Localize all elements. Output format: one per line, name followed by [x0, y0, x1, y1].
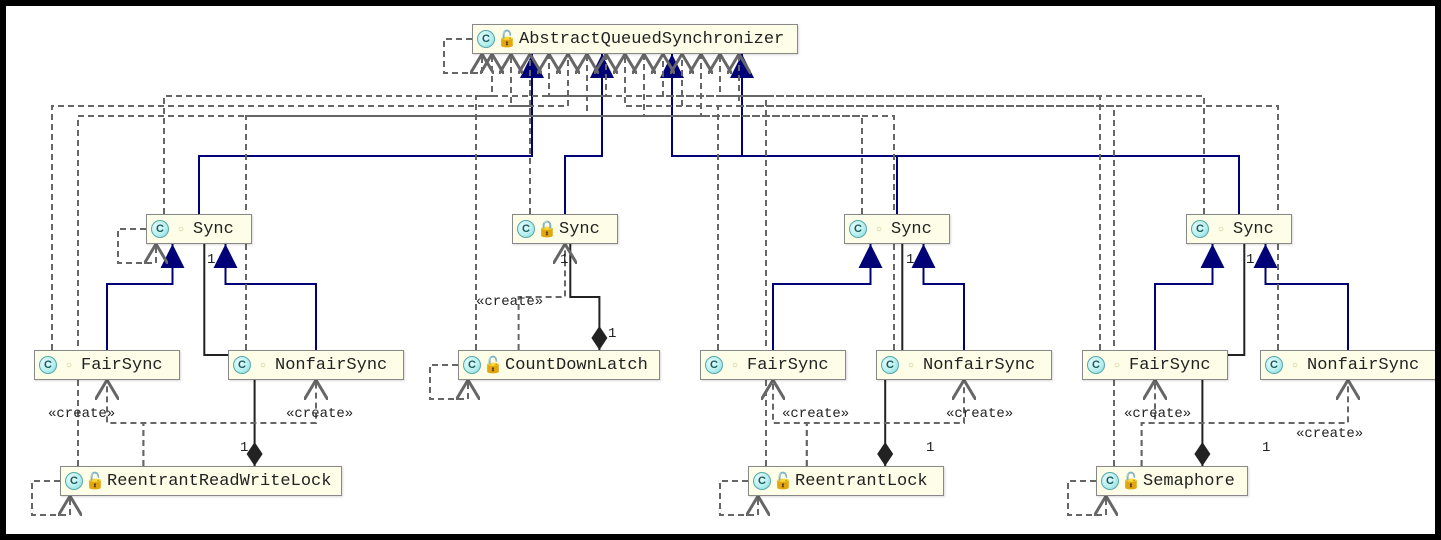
- class-label: Sync: [193, 220, 234, 239]
- class-node-sync4[interactable]: C ○ Sync: [1186, 214, 1292, 244]
- class-icon: C: [65, 472, 83, 490]
- public-icon: 🔓: [487, 355, 499, 375]
- public-icon: 🔓: [501, 29, 513, 49]
- class-icon: C: [1101, 472, 1119, 490]
- create-label: «create»: [1296, 426, 1363, 442]
- class-node-aqs[interactable]: C 🔓 AbstractQueuedSynchronizer: [472, 24, 798, 54]
- class-node-sem[interactable]: C 🔓 Semaphore: [1096, 466, 1248, 496]
- class-node-fair3[interactable]: C ○ FairSync: [700, 350, 846, 380]
- package-icon: ○: [63, 360, 75, 371]
- class-label: NonfairSync: [923, 356, 1035, 375]
- create-label: «create»: [1124, 406, 1191, 422]
- diagram-canvas: C 🔓 AbstractQueuedSynchronizer C ○ Sync C 🔒 Sync…: [0, 0, 1441, 540]
- class-icon: C: [463, 356, 481, 374]
- class-node-sync3[interactable]: C ○ Sync: [844, 214, 950, 244]
- class-icon: C: [1191, 220, 1209, 238]
- class-icon: C: [881, 356, 899, 374]
- class-node-fair4[interactable]: C ○ FairSync: [1082, 350, 1228, 380]
- private-icon: 🔒: [541, 219, 553, 239]
- create-label: «create»: [476, 294, 543, 310]
- create-label: «create»: [286, 406, 353, 422]
- class-icon: C: [705, 356, 723, 374]
- package-icon: ○: [175, 224, 187, 235]
- multiplicity-label: 1: [240, 440, 248, 456]
- class-icon: C: [849, 220, 867, 238]
- create-label: «create»: [48, 406, 115, 422]
- class-label: Semaphore: [1143, 472, 1235, 491]
- class-label: AbstractQueuedSynchronizer: [519, 30, 784, 49]
- package-icon: ○: [873, 224, 885, 235]
- class-label: FairSync: [747, 356, 829, 375]
- class-label: ReentrantReadWriteLock: [107, 472, 331, 491]
- class-icon: C: [233, 356, 251, 374]
- class-icon: C: [477, 30, 495, 48]
- create-label: «create»: [782, 406, 849, 422]
- class-icon: C: [1087, 356, 1105, 374]
- class-label: ReentrantLock: [795, 472, 928, 491]
- package-icon: ○: [905, 360, 917, 371]
- class-icon: C: [1265, 356, 1283, 374]
- class-label: Sync: [891, 220, 932, 239]
- class-label: FairSync: [1129, 356, 1211, 375]
- class-icon: C: [39, 356, 57, 374]
- class-node-rl[interactable]: C 🔓 ReentrantLock: [748, 466, 944, 496]
- class-label: CountDownLatch: [505, 356, 648, 375]
- package-icon: ○: [1215, 224, 1227, 235]
- package-icon: ○: [729, 360, 741, 371]
- multiplicity-label: 1: [1246, 252, 1254, 268]
- multiplicity-label: 1: [560, 252, 568, 268]
- class-label: Sync: [559, 220, 600, 239]
- package-icon: ○: [1111, 360, 1123, 371]
- multiplicity-label: 1: [207, 252, 215, 268]
- class-node-sync1[interactable]: C ○ Sync: [146, 214, 252, 244]
- multiplicity-label: 1: [1262, 440, 1270, 456]
- class-label: Sync: [1233, 220, 1274, 239]
- class-node-fair1[interactable]: C ○ FairSync: [34, 350, 180, 380]
- public-icon: 🔓: [777, 471, 789, 491]
- class-label: NonfairSync: [275, 356, 387, 375]
- multiplicity-label: 1: [608, 326, 616, 342]
- class-label: FairSync: [81, 356, 163, 375]
- class-node-nonfair1[interactable]: C ○ NonfairSync: [228, 350, 404, 380]
- class-node-nonfair3[interactable]: C ○ NonfairSync: [876, 350, 1052, 380]
- public-icon: 🔓: [89, 471, 101, 491]
- class-node-cdl[interactable]: C 🔓 CountDownLatch: [458, 350, 660, 380]
- class-icon: C: [517, 220, 535, 238]
- edge-layer: [6, 6, 1435, 534]
- multiplicity-label: 1: [906, 252, 914, 268]
- multiplicity-label: 1: [926, 440, 934, 456]
- class-node-sync2[interactable]: C 🔒 Sync: [512, 214, 618, 244]
- class-label: NonfairSync: [1307, 356, 1419, 375]
- class-icon: C: [753, 472, 771, 490]
- class-node-rrwl[interactable]: C 🔓 ReentrantReadWriteLock: [60, 466, 342, 496]
- package-icon: ○: [257, 360, 269, 371]
- package-icon: ○: [1289, 360, 1301, 371]
- create-label: «create»: [946, 406, 1013, 422]
- class-icon: C: [151, 220, 169, 238]
- public-icon: 🔓: [1125, 471, 1137, 491]
- class-node-nonfair4[interactable]: C ○ NonfairSync: [1260, 350, 1436, 380]
